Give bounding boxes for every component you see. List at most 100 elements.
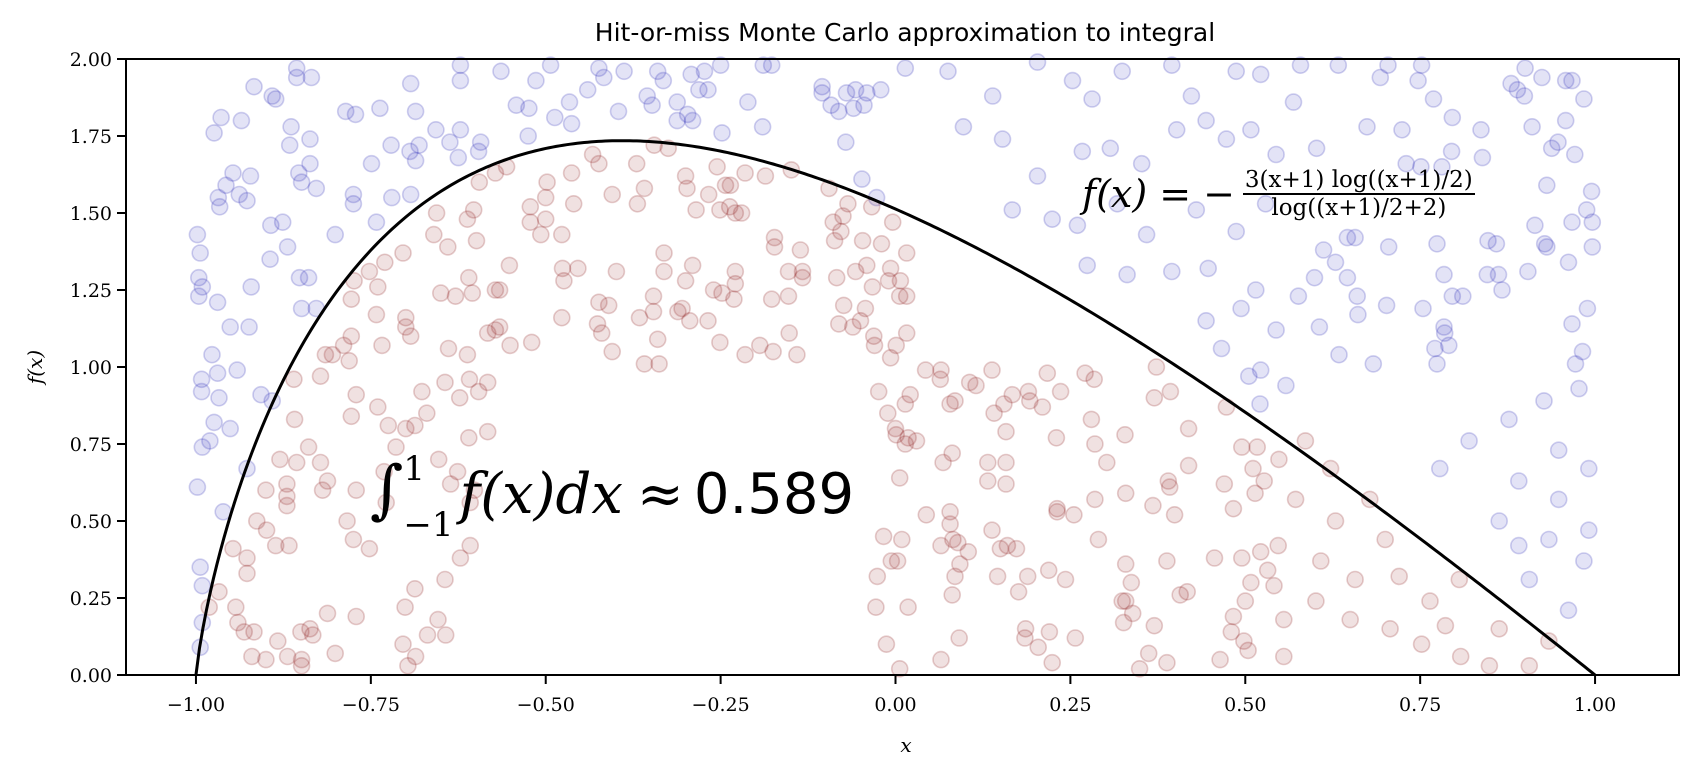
hit-point [699,185,718,204]
x-tick-label: −0.25 [691,694,749,716]
miss-point [1393,121,1411,139]
y-tick-label: 1.00 [70,357,112,379]
hit-point [676,271,695,290]
hit-point [1376,530,1394,549]
miss-point [221,318,239,336]
hit-point [1242,573,1260,592]
hit-point [431,284,450,302]
hit-point [1480,656,1499,675]
hit-point [379,416,398,435]
integral-lower-limit: −1 [403,505,454,545]
hit-point [732,204,751,222]
miss-point [1487,235,1506,253]
miss-point [836,133,855,151]
hit-point [1211,650,1229,669]
y-tick-label: 0.00 [70,665,112,687]
miss-point [205,413,223,432]
hit-point [292,623,310,641]
hit-point [891,271,910,290]
miss-point [1242,121,1260,139]
hit-point [687,201,705,219]
miss-point [1556,111,1575,130]
miss-point [1508,81,1527,99]
hit-point [635,355,654,373]
hit-point [644,287,663,306]
miss-point [1028,53,1047,71]
formula-denominator: log((x+1)/2+2) [1271,195,1447,222]
miss-point [829,102,848,121]
x-axis: −1.00 −0.75 −0.50 −0.25 0.00 0.25 0.50 0.75 1.00 [167,675,1616,716]
hit-point [917,505,936,524]
hit-point [725,290,743,309]
miss-point [201,432,219,450]
miss-point [1028,167,1047,185]
miss-point [471,133,490,151]
hit-point [827,268,846,287]
hit-point [311,367,330,386]
hit-point [1390,567,1408,586]
miss-point [1217,130,1236,148]
hit-point [552,225,571,244]
hit-point [373,336,391,355]
hit-point [650,355,668,373]
hit-point [347,607,366,626]
hit-point [897,287,916,306]
hit-point [779,287,798,306]
miss-point [221,419,239,438]
hit-point [313,481,332,500]
miss-point [871,81,890,99]
hit-point [931,370,950,389]
hit-point [1116,555,1135,573]
hit-point [676,167,695,185]
hit-point [553,259,572,278]
hit-point [901,385,920,404]
hit-point [555,271,573,290]
miss-point [683,111,702,130]
miss-point [278,238,297,256]
hit-point [1147,358,1166,376]
miss-point [451,71,470,90]
hit-point [429,450,448,469]
hit-point [1016,619,1035,638]
hit-point [872,235,891,253]
hit-point [1122,573,1141,592]
miss-point [469,142,488,161]
hit-point [997,422,1015,441]
hit-point [224,539,242,558]
miss-point [1240,367,1258,386]
hit-point [869,382,888,401]
hit-point [1086,435,1104,453]
hit-point [978,453,997,472]
hit-point [271,450,289,469]
hit-point [368,278,387,296]
hit-point [590,154,608,173]
miss-point [1083,90,1101,108]
function-formula-annotation: f(x) = − 3(x+1) log((x+1)/2) log((x+1)/2… [1082,168,1475,220]
miss-point [668,111,687,130]
hit-point [501,336,519,355]
hit-point [448,462,467,481]
hit-point [1082,410,1101,429]
miss-point [1163,56,1181,74]
hit-point [1021,392,1039,410]
hit-point [874,527,893,546]
hit-point [1065,505,1083,524]
hit-point [342,290,361,309]
miss-point [371,99,389,118]
hit-point [311,453,330,472]
miss-point [1068,216,1087,235]
hit-point [1205,549,1224,567]
hit-point [892,530,911,549]
hit-point [301,619,319,638]
y-tick-label: 0.75 [70,434,112,456]
miss-point [1549,133,1567,151]
hit-point [1048,499,1066,518]
miss-point [1575,90,1593,108]
miss-point [813,84,831,102]
miss-point [1329,56,1348,74]
miss-point [753,118,772,136]
miss-point [1460,432,1478,450]
miss-point [1182,87,1201,105]
hit-point [1286,490,1305,509]
hit-point [436,570,454,589]
